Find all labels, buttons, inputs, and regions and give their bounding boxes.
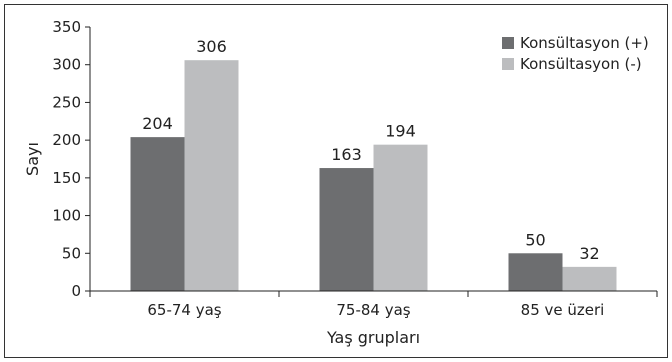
y-tick-label: 250	[52, 93, 81, 111]
legend-swatch	[502, 37, 514, 49]
bar	[562, 266, 617, 291]
y-tick-label: 0	[71, 282, 81, 300]
y-tick-label: 150	[52, 169, 81, 187]
data-label: 306	[196, 37, 227, 56]
data-label: 204	[142, 114, 173, 133]
legend-swatch	[502, 58, 514, 70]
y-tick-label: 300	[52, 56, 81, 74]
data-label: 194	[385, 122, 416, 141]
legend-label: Konsültasyon (-)	[520, 55, 642, 73]
y-tick-label: 350	[52, 18, 81, 36]
x-axis-title: Yaş grupları	[326, 328, 420, 347]
x-tick-label: 75-84 yaş	[336, 301, 410, 319]
x-tick-label: 85 ve üzeri	[521, 301, 605, 319]
bar	[130, 137, 185, 291]
legend-label: Konsültasyon (+)	[520, 34, 649, 52]
bar	[319, 168, 374, 291]
bars-layer	[130, 60, 617, 292]
y-axis-title: Sayı	[23, 142, 42, 176]
y-tick-label: 50	[62, 244, 81, 262]
y-tick-label: 100	[52, 207, 81, 225]
bar	[373, 144, 428, 291]
y-ticks-layer: 0 50 100 150 200 250 300 350	[52, 18, 90, 300]
x-ticks-layer: 65-74 yaş 75-84 yaş 85 ve üzeri	[89, 291, 658, 319]
x-tick-label: 65-74 yaş	[147, 301, 221, 319]
data-label: 50	[525, 230, 545, 249]
y-tick-label: 200	[52, 131, 81, 149]
legend: Konsültasyon (+) Konsültasyon (-)	[502, 34, 649, 73]
chart-frame	[4, 4, 668, 358]
data-labels-layer: 204 306 163 194 50 32	[142, 37, 599, 263]
data-label: 32	[579, 244, 599, 263]
bar	[508, 253, 563, 291]
bar	[184, 60, 239, 292]
data-label: 163	[331, 145, 362, 164]
